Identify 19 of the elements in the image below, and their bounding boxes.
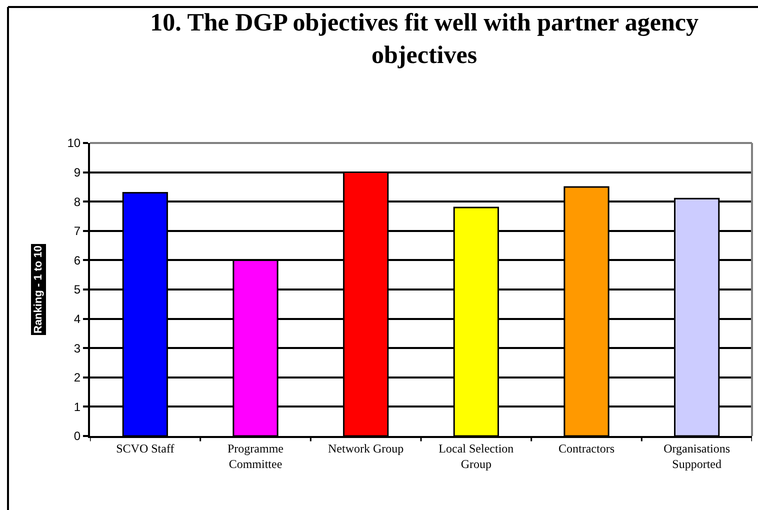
x-tick-label: Organisations Supported bbox=[664, 441, 730, 471]
y-tick-label: 0 bbox=[74, 429, 81, 444]
y-axis-title: Ranking - 1 to 10 bbox=[32, 245, 44, 334]
y-tick-label: 8 bbox=[74, 194, 81, 209]
y-tick-label: 7 bbox=[74, 224, 81, 238]
chart-title: 10. The DGP objectives fit well with partner agency objectives bbox=[150, 10, 699, 70]
y-tick-label: 5 bbox=[74, 282, 81, 297]
y-tick-label: 6 bbox=[74, 253, 81, 268]
y-tick-label: 10 bbox=[67, 136, 81, 150]
x-tick-label: Programme Committee bbox=[228, 441, 284, 471]
y-tick-label: 3 bbox=[74, 341, 81, 356]
y-tick-label: 1 bbox=[74, 400, 81, 414]
y-tick-label: 4 bbox=[74, 312, 81, 326]
x-tick-label: Network Group bbox=[328, 441, 404, 456]
x-tick-label: Local Selection Group bbox=[438, 441, 514, 471]
y-tick-label: 2 bbox=[74, 370, 81, 385]
x-tick-label: SCVO Staff bbox=[116, 441, 174, 456]
y-tick-label: 9 bbox=[74, 166, 81, 180]
x-tick-label: Contractors bbox=[558, 441, 615, 456]
